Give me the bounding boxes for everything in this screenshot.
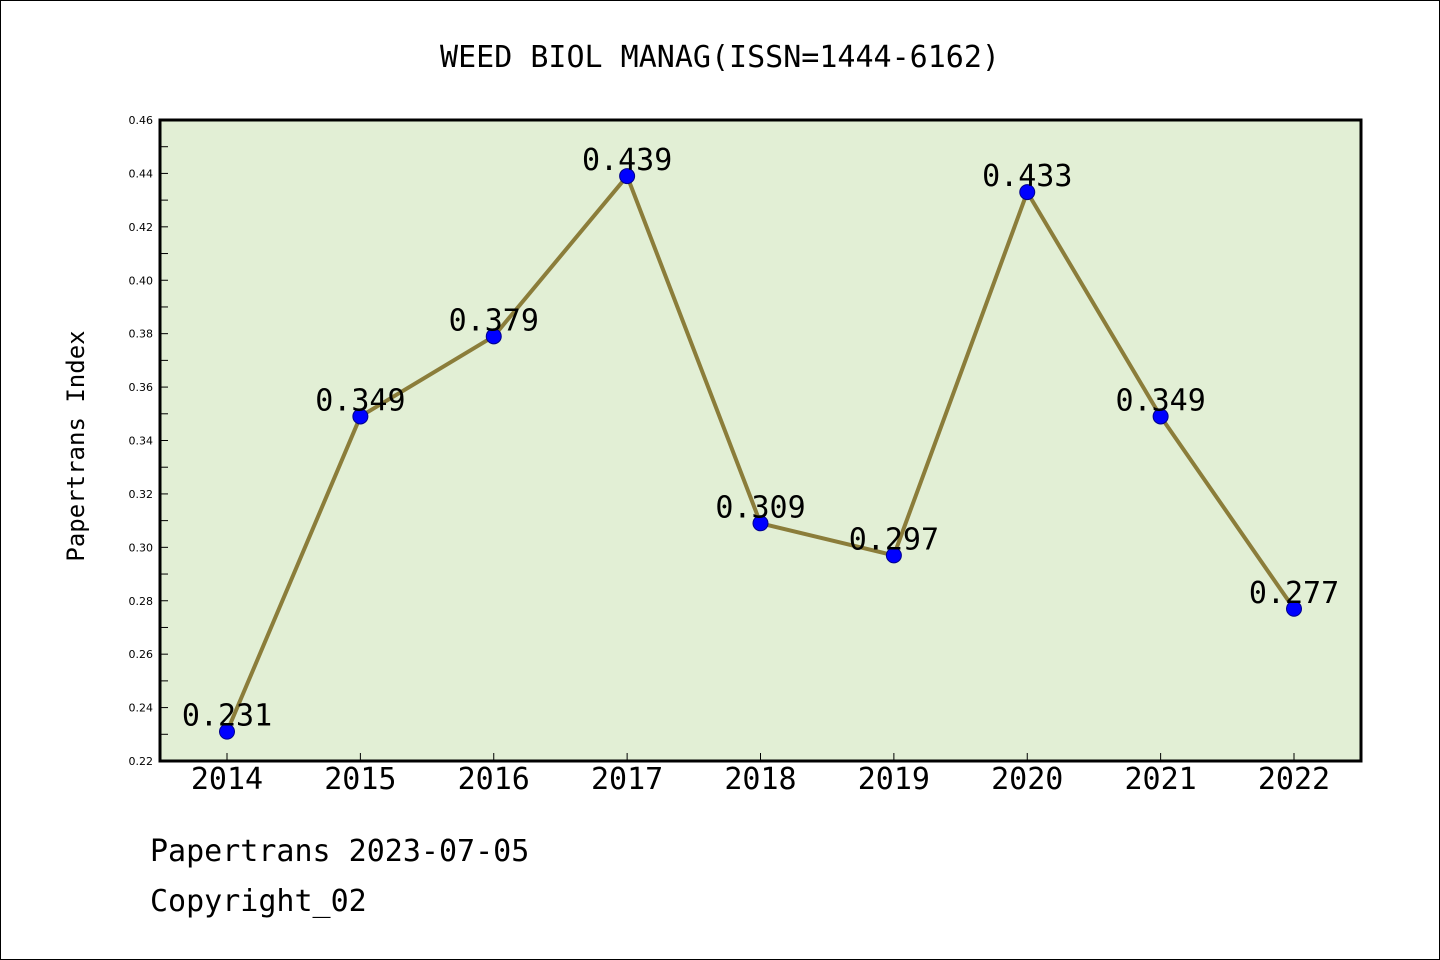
y-tick-label: 0.22 bbox=[129, 755, 154, 768]
y-tick-label: 0.42 bbox=[129, 221, 154, 234]
x-tick-label: 2020 bbox=[991, 762, 1063, 797]
x-tick-label: 2014 bbox=[191, 762, 263, 797]
x-tick-label: 2015 bbox=[324, 762, 396, 797]
data-label: 0.349 bbox=[315, 383, 405, 418]
x-tick-label: 2018 bbox=[724, 762, 796, 797]
y-axis-label: Papertrans Index bbox=[62, 330, 90, 561]
x-tick-label: 2021 bbox=[1125, 762, 1197, 797]
data-point bbox=[1152, 408, 1169, 425]
y-tick-label: 0.36 bbox=[129, 381, 154, 394]
data-point bbox=[619, 168, 636, 185]
data-label: 0.433 bbox=[982, 159, 1072, 194]
chart-title: WEED BIOL MANAG(ISSN=1444-6162) bbox=[440, 40, 1000, 75]
data-label: 0.309 bbox=[715, 490, 805, 525]
data-point bbox=[219, 723, 235, 740]
data-point bbox=[1019, 184, 1036, 201]
data-markers bbox=[219, 168, 1302, 740]
x-tick-label: 2019 bbox=[858, 762, 930, 797]
footer-copyright: Copyright_02 bbox=[150, 884, 367, 919]
y-tick-label: 0.38 bbox=[129, 328, 154, 341]
x-axis: 2014 2015 2016 2017 2018 2019 2020 2021 2022 bbox=[191, 753, 1330, 797]
x-tick-label: 2022 bbox=[1258, 762, 1330, 797]
plot-area bbox=[160, 120, 1361, 761]
data-label: 0.231 bbox=[182, 699, 272, 734]
x-tick-label: 2016 bbox=[458, 762, 530, 797]
y-tick-label: 0.24 bbox=[129, 702, 154, 715]
y-tick-label: 0.40 bbox=[129, 274, 154, 287]
data-label: 0.277 bbox=[1249, 576, 1339, 611]
data-label: 0.349 bbox=[1115, 383, 1205, 418]
y-tick-label: 0.46 bbox=[129, 114, 154, 127]
data-labels: 0.231 0.349 0.379 0.439 0.309 0.297 0.433 0.349… bbox=[182, 143, 1339, 734]
data-label: 0.379 bbox=[449, 303, 539, 338]
data-label: 0.297 bbox=[849, 522, 939, 557]
y-tick-label: 0.28 bbox=[129, 595, 154, 608]
y-tick-label: 0.34 bbox=[129, 435, 154, 448]
y-tick-label: 0.44 bbox=[129, 167, 154, 180]
y-tick-label: 0.32 bbox=[129, 488, 154, 501]
plot-border bbox=[158, 118, 1363, 763]
y-tick-label: 0.30 bbox=[129, 541, 154, 554]
data-label: 0.439 bbox=[582, 143, 672, 178]
data-point bbox=[752, 515, 769, 532]
data-point bbox=[352, 408, 369, 425]
footer-date: Papertrans 2023-07-05 bbox=[150, 834, 530, 869]
data-point bbox=[1286, 600, 1302, 617]
data-point bbox=[885, 547, 902, 564]
y-tick-label: 0.26 bbox=[129, 648, 154, 661]
x-tick-label: 2017 bbox=[591, 762, 663, 797]
data-point bbox=[485, 328, 502, 345]
